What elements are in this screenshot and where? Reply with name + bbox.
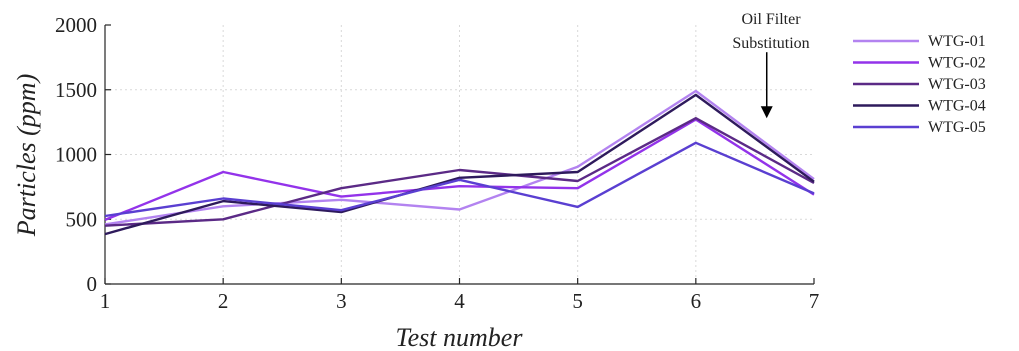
axes [104, 24, 815, 285]
annotation-line-1: Oil Filter [741, 11, 801, 28]
annotation-arrow-head [760, 106, 773, 119]
x-tick-label-7: 7 [809, 289, 820, 313]
series-line-wtg-01 [104, 89, 815, 226]
x-tick-label-3: 3 [336, 289, 347, 313]
y-tick-label-1000: 1000 [55, 143, 97, 167]
y-tick-label-1500: 1500 [55, 78, 97, 102]
y-tick-label-500: 500 [66, 207, 98, 231]
annotation-line-2: Substitution [732, 35, 809, 52]
x-tick-label-6: 6 [691, 289, 702, 313]
y-tick-label-0: 0 [87, 272, 98, 296]
x-tick-label-4: 4 [454, 289, 465, 313]
x-tick-label-2: 2 [218, 289, 229, 313]
legend-label-wtg-03: WTG-03 [928, 76, 986, 93]
x-tick-label-5: 5 [572, 289, 583, 313]
series-line-wtg-05 [104, 141, 815, 218]
grid [105, 25, 814, 284]
y-axis-title: Particles (ppm) [12, 74, 41, 237]
legend-label-wtg-04: WTG-04 [928, 98, 986, 115]
legend-label-wtg-05: WTG-05 [928, 119, 986, 136]
annotation: Oil Filter Substitution [732, 11, 810, 119]
y-tick-label-2000: 2000 [55, 13, 97, 37]
x-axis-title: Test number [396, 323, 524, 351]
series-line-wtg-03 [104, 116, 815, 227]
legend-label-wtg-01: WTG-01 [928, 33, 986, 50]
series-line-wtg-04 [104, 93, 815, 236]
legend: WTG-01 WTG-02 WTG-03 WTG-04 WTG-05 [853, 33, 986, 136]
x-tick-label-1: 1 [100, 289, 111, 313]
tick-labels: 1 2 3 4 5 6 7 0 500 1000 1500 2000 [55, 13, 819, 313]
legend-label-wtg-02: WTG-02 [928, 55, 986, 72]
series-lines [104, 89, 815, 236]
